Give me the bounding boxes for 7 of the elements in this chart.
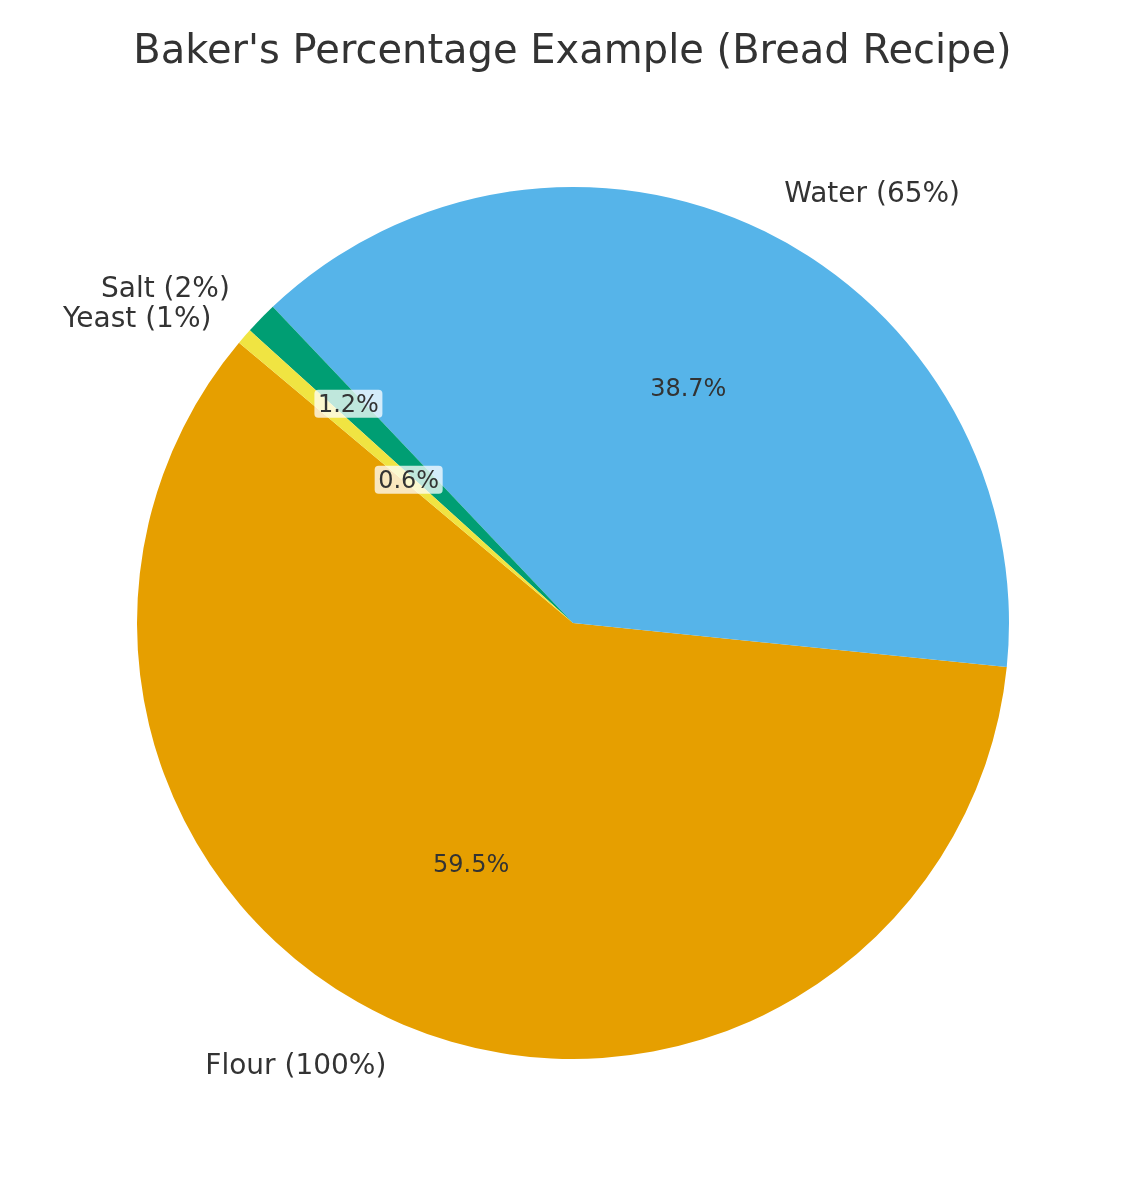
data-label: 59.5% [433, 849, 510, 878]
chart-title: Baker's Percentage Example (Bread Recipe) [133, 26, 1012, 72]
data-label: 0.6% [378, 465, 440, 494]
slice-label: Water (65%) [784, 175, 961, 209]
data-label: 38.7% [650, 374, 727, 403]
slice-label: Flour (100%) [205, 1048, 387, 1082]
data-label: 1.2% [317, 389, 379, 418]
